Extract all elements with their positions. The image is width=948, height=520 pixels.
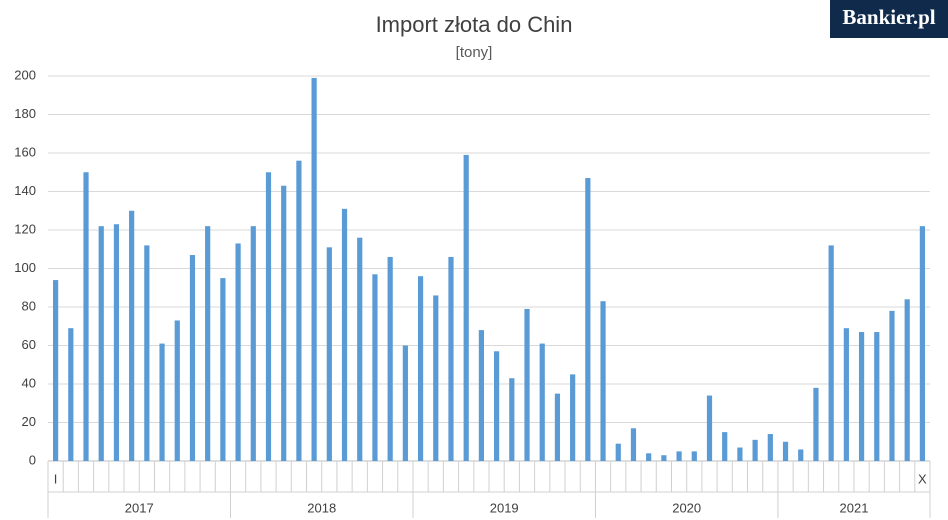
bar <box>326 247 332 461</box>
group-label: 2019 <box>490 500 519 515</box>
bar <box>478 330 484 461</box>
bar <box>554 393 561 461</box>
bar <box>220 278 226 461</box>
y-tick-label: 80 <box>22 298 36 313</box>
y-tick-label: 0 <box>29 452 36 467</box>
bar <box>159 343 165 461</box>
bar <box>144 245 150 461</box>
bar <box>737 447 743 461</box>
bar <box>752 439 758 461</box>
bar <box>767 434 773 461</box>
bar <box>509 378 515 461</box>
y-tick-label: 160 <box>14 144 36 159</box>
bar <box>357 237 363 461</box>
logo-box <box>830 0 948 38</box>
bar <box>889 310 895 461</box>
chart-title: Import złota do Chin <box>376 12 573 37</box>
bar <box>235 243 241 461</box>
bar <box>296 160 302 461</box>
bar <box>782 441 789 461</box>
group-label: 2017 <box>125 500 154 515</box>
bar <box>646 453 652 461</box>
bar <box>600 301 606 461</box>
y-tick-label: 120 <box>14 221 36 236</box>
bar <box>174 320 180 461</box>
bar <box>630 428 637 461</box>
bar <box>250 226 256 461</box>
bar <box>205 226 211 461</box>
bar <box>448 256 454 461</box>
bar <box>570 374 576 461</box>
bar <box>372 274 378 461</box>
bar <box>615 443 621 461</box>
bar <box>402 345 408 461</box>
bar <box>83 172 89 461</box>
bar <box>858 332 865 461</box>
y-tick-label: 60 <box>22 337 36 352</box>
bar <box>53 280 59 461</box>
bar <box>585 178 591 461</box>
bar <box>113 224 120 461</box>
chart-subtitle: [tony] <box>456 44 493 61</box>
bar <box>691 451 697 461</box>
bar <box>494 351 500 461</box>
group-label: 2018 <box>307 500 336 515</box>
bar <box>843 328 849 461</box>
bar <box>661 455 667 461</box>
x-tick-label: I <box>54 471 58 486</box>
bar <box>311 77 317 462</box>
bar <box>341 208 348 461</box>
bar <box>189 255 196 461</box>
bar <box>129 210 135 461</box>
bar <box>417 276 424 461</box>
bar <box>798 449 804 461</box>
bar <box>281 185 287 461</box>
bar <box>463 154 469 462</box>
logo: Bankier.pl <box>842 5 935 29</box>
y-tick-label: 40 <box>22 375 36 390</box>
y-tick-label: 20 <box>22 414 36 429</box>
y-tick-label: 100 <box>14 260 36 275</box>
bar <box>828 245 834 461</box>
bar <box>706 395 713 461</box>
bar <box>387 256 393 461</box>
bar <box>98 226 104 461</box>
y-tick-label: 140 <box>14 183 36 198</box>
bar <box>722 432 728 461</box>
bar <box>265 172 272 461</box>
bar <box>919 226 925 461</box>
y-tick-label: 180 <box>14 106 36 121</box>
group-label: 2020 <box>672 500 701 515</box>
bar <box>874 332 880 461</box>
x-tick-label: X <box>918 471 927 486</box>
bar <box>676 451 682 461</box>
bar <box>904 299 910 461</box>
bar <box>539 343 545 461</box>
bar <box>813 387 819 461</box>
y-tick-label: 200 <box>14 67 36 82</box>
bar <box>524 308 530 461</box>
bar <box>68 328 74 461</box>
bar <box>433 295 439 461</box>
group-label: 2021 <box>840 500 869 515</box>
